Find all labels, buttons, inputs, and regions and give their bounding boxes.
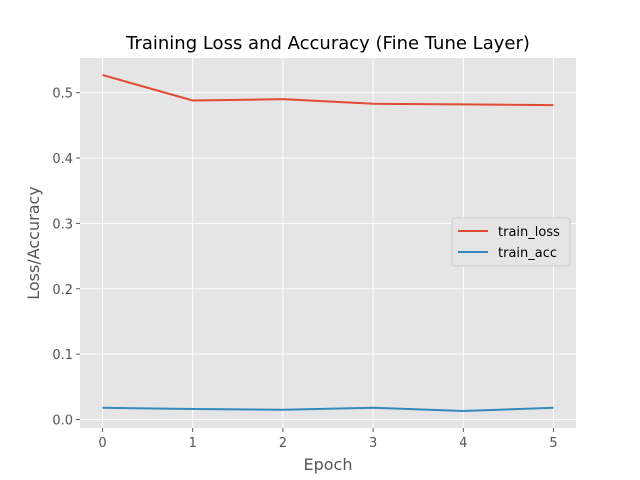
y-tick-label: 0.1 (52, 348, 73, 363)
y-tick-label: 0.4 (52, 152, 73, 167)
series-line-train-acc (102, 406, 554, 413)
y-axis-label: Loss/Accuracy (24, 186, 43, 300)
y-tick-label: 0.0 (52, 414, 73, 429)
tick-marks (76, 92, 554, 432)
x-tick-label: 4 (459, 436, 467, 451)
x-tick-label: 2 (279, 436, 287, 451)
series-lines (102, 74, 554, 413)
legend: train_loss train_acc (451, 217, 571, 267)
x-tick-label: 0 (98, 436, 106, 451)
y-tick-labels: 0.0 0.1 0.2 0.3 0.4 0.5 (52, 87, 73, 429)
x-axis-label: Epoch (304, 455, 353, 474)
chart-title: Training Loss and Accuracy (Fine Tune La… (125, 33, 530, 54)
x-tick-labels: 0 1 2 3 4 5 (98, 436, 557, 451)
legend-label-train-acc: train_acc (498, 246, 557, 261)
y-tick-label: 0.2 (52, 283, 73, 298)
y-tick-label: 0.5 (52, 87, 73, 102)
x-tick-label: 3 (369, 436, 377, 451)
y-tick-label: 0.3 (52, 217, 73, 232)
x-tick-label: 1 (189, 436, 197, 451)
series-line-train-loss (102, 74, 554, 107)
x-tick-label: 5 (549, 436, 557, 451)
legend-label-train-loss: train_loss (498, 225, 560, 240)
